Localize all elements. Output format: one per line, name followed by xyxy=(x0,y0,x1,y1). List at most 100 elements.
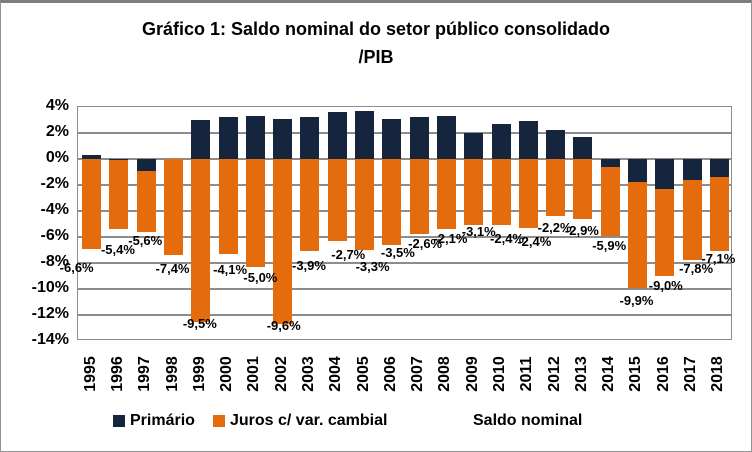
bar-primario-2016 xyxy=(655,159,675,189)
year-label-2015: 2015 xyxy=(627,356,645,392)
year-label-2001: 2001 xyxy=(245,356,263,392)
saldo-label-2006: -3,5% xyxy=(380,244,415,260)
bar-juros-2008 xyxy=(436,159,456,230)
bar-primario-2011 xyxy=(518,121,538,159)
y-tick-label: -6% xyxy=(40,227,69,244)
year-label-2002: 2002 xyxy=(272,356,290,392)
gridline xyxy=(78,184,731,186)
saldo-label-2013: -2,9% xyxy=(564,222,599,238)
bar-primario-2000 xyxy=(218,117,238,159)
bar-primario-2012 xyxy=(546,130,566,159)
bar-juros-2005 xyxy=(355,159,375,250)
bar-primario-1995 xyxy=(82,155,102,159)
bar-juros-2017 xyxy=(682,179,702,261)
bar-juros-1996 xyxy=(109,160,129,230)
y-tick-label: -14% xyxy=(31,331,69,348)
legend-label-juros: Juros c/ var. cambial xyxy=(230,412,388,429)
saldo-label-1997: -5,6% xyxy=(128,232,163,248)
bar-juros-2003 xyxy=(300,159,320,252)
y-tick-label: -2% xyxy=(40,175,69,192)
year-label-2013: 2013 xyxy=(572,356,590,392)
saldo-label-1999: -9,5% xyxy=(182,315,217,331)
year-label-2000: 2000 xyxy=(218,356,236,392)
bar-primario-2005 xyxy=(355,110,375,159)
year-label-2014: 2014 xyxy=(600,356,618,392)
y-tick-label: 0% xyxy=(45,149,69,166)
year-label-2012: 2012 xyxy=(545,356,563,392)
bar-primario-2010 xyxy=(491,123,511,159)
bar-primario-2009 xyxy=(464,133,484,159)
legend-item-primario: Primário xyxy=(113,412,195,430)
bar-primario-2018 xyxy=(709,159,729,178)
legend-item-saldo: Saldo nominal xyxy=(473,412,582,430)
saldo-label-2014: -5,9% xyxy=(592,237,627,253)
saldo-label-2000: -4,1% xyxy=(213,261,248,277)
year-label-2011: 2011 xyxy=(518,356,536,392)
chart-title-line2: /PIB xyxy=(358,47,394,67)
legend-label-primario: Primário xyxy=(130,412,195,429)
year-label-2018: 2018 xyxy=(709,356,727,392)
saldo-label-2001: -5,0% xyxy=(243,269,278,285)
gridline xyxy=(78,288,731,290)
year-label-2004: 2004 xyxy=(327,356,345,392)
year-label-2008: 2008 xyxy=(436,356,454,392)
bar-primario-2002 xyxy=(273,118,293,159)
bar-primario-2017 xyxy=(682,159,702,180)
gridline xyxy=(78,236,731,238)
legend: Primário Juros c/ var. cambial Saldo nom… xyxy=(1,412,751,434)
year-label-1996: 1996 xyxy=(108,356,126,392)
bar-juros-1995 xyxy=(82,159,102,249)
y-tick-label: -8% xyxy=(40,253,69,270)
bar-juros-2002 xyxy=(273,159,293,325)
bar-primario-2001 xyxy=(245,116,265,159)
saldo-label-2012: -2,2% xyxy=(537,220,572,236)
bar-primario-2006 xyxy=(382,118,402,159)
bar-primario-2003 xyxy=(300,117,320,159)
bar-juros-1997 xyxy=(136,170,156,232)
saldo-label-2005: -3,3% xyxy=(355,259,390,274)
legend-swatch-primario-icon xyxy=(113,415,125,427)
plot-area xyxy=(77,106,732,340)
bar-juros-2015 xyxy=(627,182,647,288)
bar-juros-1999 xyxy=(191,159,211,322)
saldo-label-2015: -9,9% xyxy=(619,292,654,308)
chart-title-line1: Gráfico 1: Saldo nominal do setor públic… xyxy=(141,19,611,39)
bar-juros-2010 xyxy=(491,159,511,226)
year-label-1999: 1999 xyxy=(190,356,208,392)
saldo-label-2008: -2,1% xyxy=(433,231,468,247)
bar-juros-2004 xyxy=(327,159,347,241)
bar-primario-2015 xyxy=(627,159,647,183)
bar-primario-1996 xyxy=(109,159,129,161)
bar-primario-1999 xyxy=(191,120,211,159)
bar-primario-2004 xyxy=(327,112,347,159)
bar-juros-2001 xyxy=(245,159,265,267)
year-label-2010: 2010 xyxy=(491,356,509,392)
bar-juros-2007 xyxy=(409,159,429,235)
year-label-2007: 2007 xyxy=(409,356,427,392)
saldo-label-2009: -3,1% xyxy=(461,224,496,240)
gridline xyxy=(78,314,731,316)
year-label-1997: 1997 xyxy=(136,356,154,392)
bar-juros-2016 xyxy=(655,188,675,276)
saldo-label-1995: -6,6% xyxy=(59,259,94,275)
bar-juros-1998 xyxy=(164,159,184,256)
chart-title: Gráfico 1: Saldo nominal do setor públic… xyxy=(1,15,751,71)
y-tick-label: -10% xyxy=(31,279,69,296)
bar-juros-2012 xyxy=(546,159,566,217)
saldo-label-2018: -7,1% xyxy=(701,251,736,267)
bar-primario-1997 xyxy=(136,159,156,171)
year-label-2003: 2003 xyxy=(299,356,317,392)
saldo-label-2010: -2,4% xyxy=(490,231,524,247)
saldo-label-2017: -7,8% xyxy=(679,261,714,277)
bar-juros-2018 xyxy=(709,177,729,252)
y-tick-label: -4% xyxy=(40,201,69,218)
saldo-label-1998: -7,4% xyxy=(155,261,190,277)
gridline xyxy=(78,158,731,160)
legend-label-saldo: Saldo nominal xyxy=(473,412,583,429)
gridline xyxy=(78,262,731,264)
saldo-label-2007: -2,6% xyxy=(408,236,443,252)
saldo-label-2004: -2,7% xyxy=(331,246,366,262)
y-tick-label: 2% xyxy=(45,123,69,140)
bar-primario-2013 xyxy=(573,136,593,159)
